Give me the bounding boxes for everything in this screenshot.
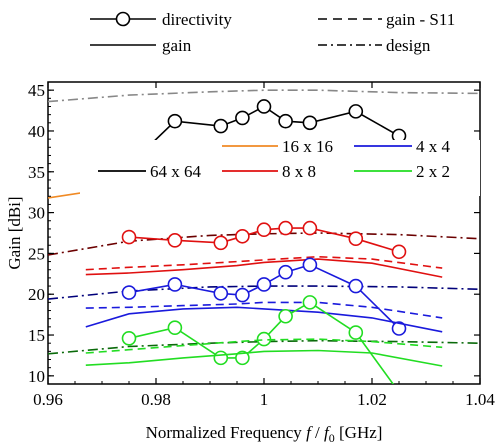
y-tick-label: 40 (28, 122, 45, 141)
series-2-x-2-gain (85, 349, 443, 367)
point-4-x-4-directivity (391, 321, 407, 336)
series-2-x-2-gain-s11 (85, 338, 443, 354)
point-8-x-8-directivity (213, 235, 229, 251)
point-8-x-8-directivity (121, 229, 137, 245)
point-4-x-4-directivity (278, 264, 293, 280)
point-4-x-4-directivity (235, 287, 250, 303)
series-4-x-4-directivity (128, 263, 400, 330)
point-8-x-8-directivity (391, 244, 407, 260)
array-size-legend: 16 x 16 4 x 4 64 x 64 8 x 8 2 x 2 (80, 137, 480, 196)
legend-size-2x2: 2 x 2 (354, 162, 450, 181)
x-tick-label: 0.96 (33, 390, 63, 409)
series-4-x-4-gain-s11 (85, 301, 443, 319)
y-tick-label: 15 (28, 326, 45, 345)
y-tick-label: 20 (28, 285, 45, 304)
point-4-x-4-directivity (348, 278, 364, 294)
point-64-x-64-directivity (302, 115, 318, 131)
point-2-x-2-directivity (348, 325, 364, 340)
point-64-x-64-directivity (213, 118, 229, 134)
y-tick-label: 45 (28, 81, 45, 100)
legend-size-64x64-label: 64 x 64 (150, 162, 202, 181)
point-2-x-2-directivity (213, 350, 229, 366)
point-2-x-2-directivity (278, 308, 293, 324)
y-tick-label: 10 (28, 367, 45, 386)
point-2-x-2-directivity (302, 295, 318, 310)
point-64-x-64-directivity (348, 104, 364, 119)
legend-size-4x4-label: 4 x 4 (416, 137, 451, 156)
legend-size-8x8-label: 8 x 8 (282, 162, 316, 181)
point-4-x-4-directivity (167, 277, 183, 292)
series-4-x-4-gain (85, 306, 443, 333)
point-4-x-4-directivity (121, 285, 137, 300)
legend-directivity-label: directivity (162, 10, 232, 29)
x-tick-label: 1.02 (357, 390, 387, 409)
x-tick-label: 1.04 (465, 390, 495, 409)
point-2-x-2-directivity (167, 320, 183, 335)
point-64-x-64-directivity (256, 99, 272, 114)
point-2-x-2-directivity (235, 350, 250, 366)
point-64-x-64-directivity (278, 113, 293, 129)
legend-gain: gain (90, 36, 192, 55)
point-64-x-64-directivity (167, 113, 183, 129)
legend-size-64x64: 64 x 64 (98, 162, 202, 181)
legend-gain-s11: gain - S11 (318, 10, 455, 29)
series-2-x-2-design (48, 339, 480, 355)
point-4-x-4-directivity (302, 257, 318, 273)
series-8-x-8-gain (85, 258, 443, 278)
y-tick-label: 35 (28, 163, 45, 182)
point-8-x-8-directivity (235, 228, 250, 244)
point-4-x-4-directivity (256, 277, 272, 292)
legend-size-16x16: 16 x 16 (222, 137, 333, 156)
legend-directivity: directivity (90, 10, 232, 29)
y-tick-label: 30 (28, 204, 45, 223)
point-4-x-4-directivity (213, 286, 229, 301)
x-tick-label: 1 (260, 390, 269, 409)
legend-design: design (318, 36, 431, 55)
series-8-x-8-gain-s11 (85, 255, 443, 271)
legend-size-16x16-label: 16 x 16 (282, 137, 333, 156)
x-tick-label: 0.98 (141, 390, 171, 409)
legend-gain-s11-label: gain - S11 (386, 10, 455, 29)
point-8-x-8-directivity (278, 220, 293, 236)
legend-size-4x4: 4 x 4 (354, 137, 451, 156)
point-8-x-8-directivity (348, 231, 364, 247)
legend-gain-label: gain (162, 36, 192, 55)
y-tick-label: 25 (28, 244, 45, 263)
x-axis-label: Normalized Frequency f / f0 [GHz] (146, 423, 383, 445)
point-8-x-8-directivity (167, 233, 183, 248)
point-8-x-8-directivity (302, 220, 318, 236)
y-axis-label: Gain [dBi] (5, 196, 24, 269)
legend-design-label: design (386, 36, 431, 55)
point-2-x-2-directivity (121, 330, 137, 346)
line-style-legend: directivity gain - S11 gain design (90, 10, 455, 55)
series-64-x-64-design (48, 89, 480, 103)
point-64-x-64-directivity (235, 110, 250, 126)
legend-size-2x2-label: 2 x 2 (416, 162, 450, 181)
point-8-x-8-directivity (256, 222, 272, 238)
series-layer (48, 89, 480, 384)
ticks-layer: 0.96 0.98 1 1.02 1.04 10 15 20 25 30 35 40 45 (28, 81, 495, 409)
legend-size-8x8: 8 x 8 (222, 162, 316, 181)
